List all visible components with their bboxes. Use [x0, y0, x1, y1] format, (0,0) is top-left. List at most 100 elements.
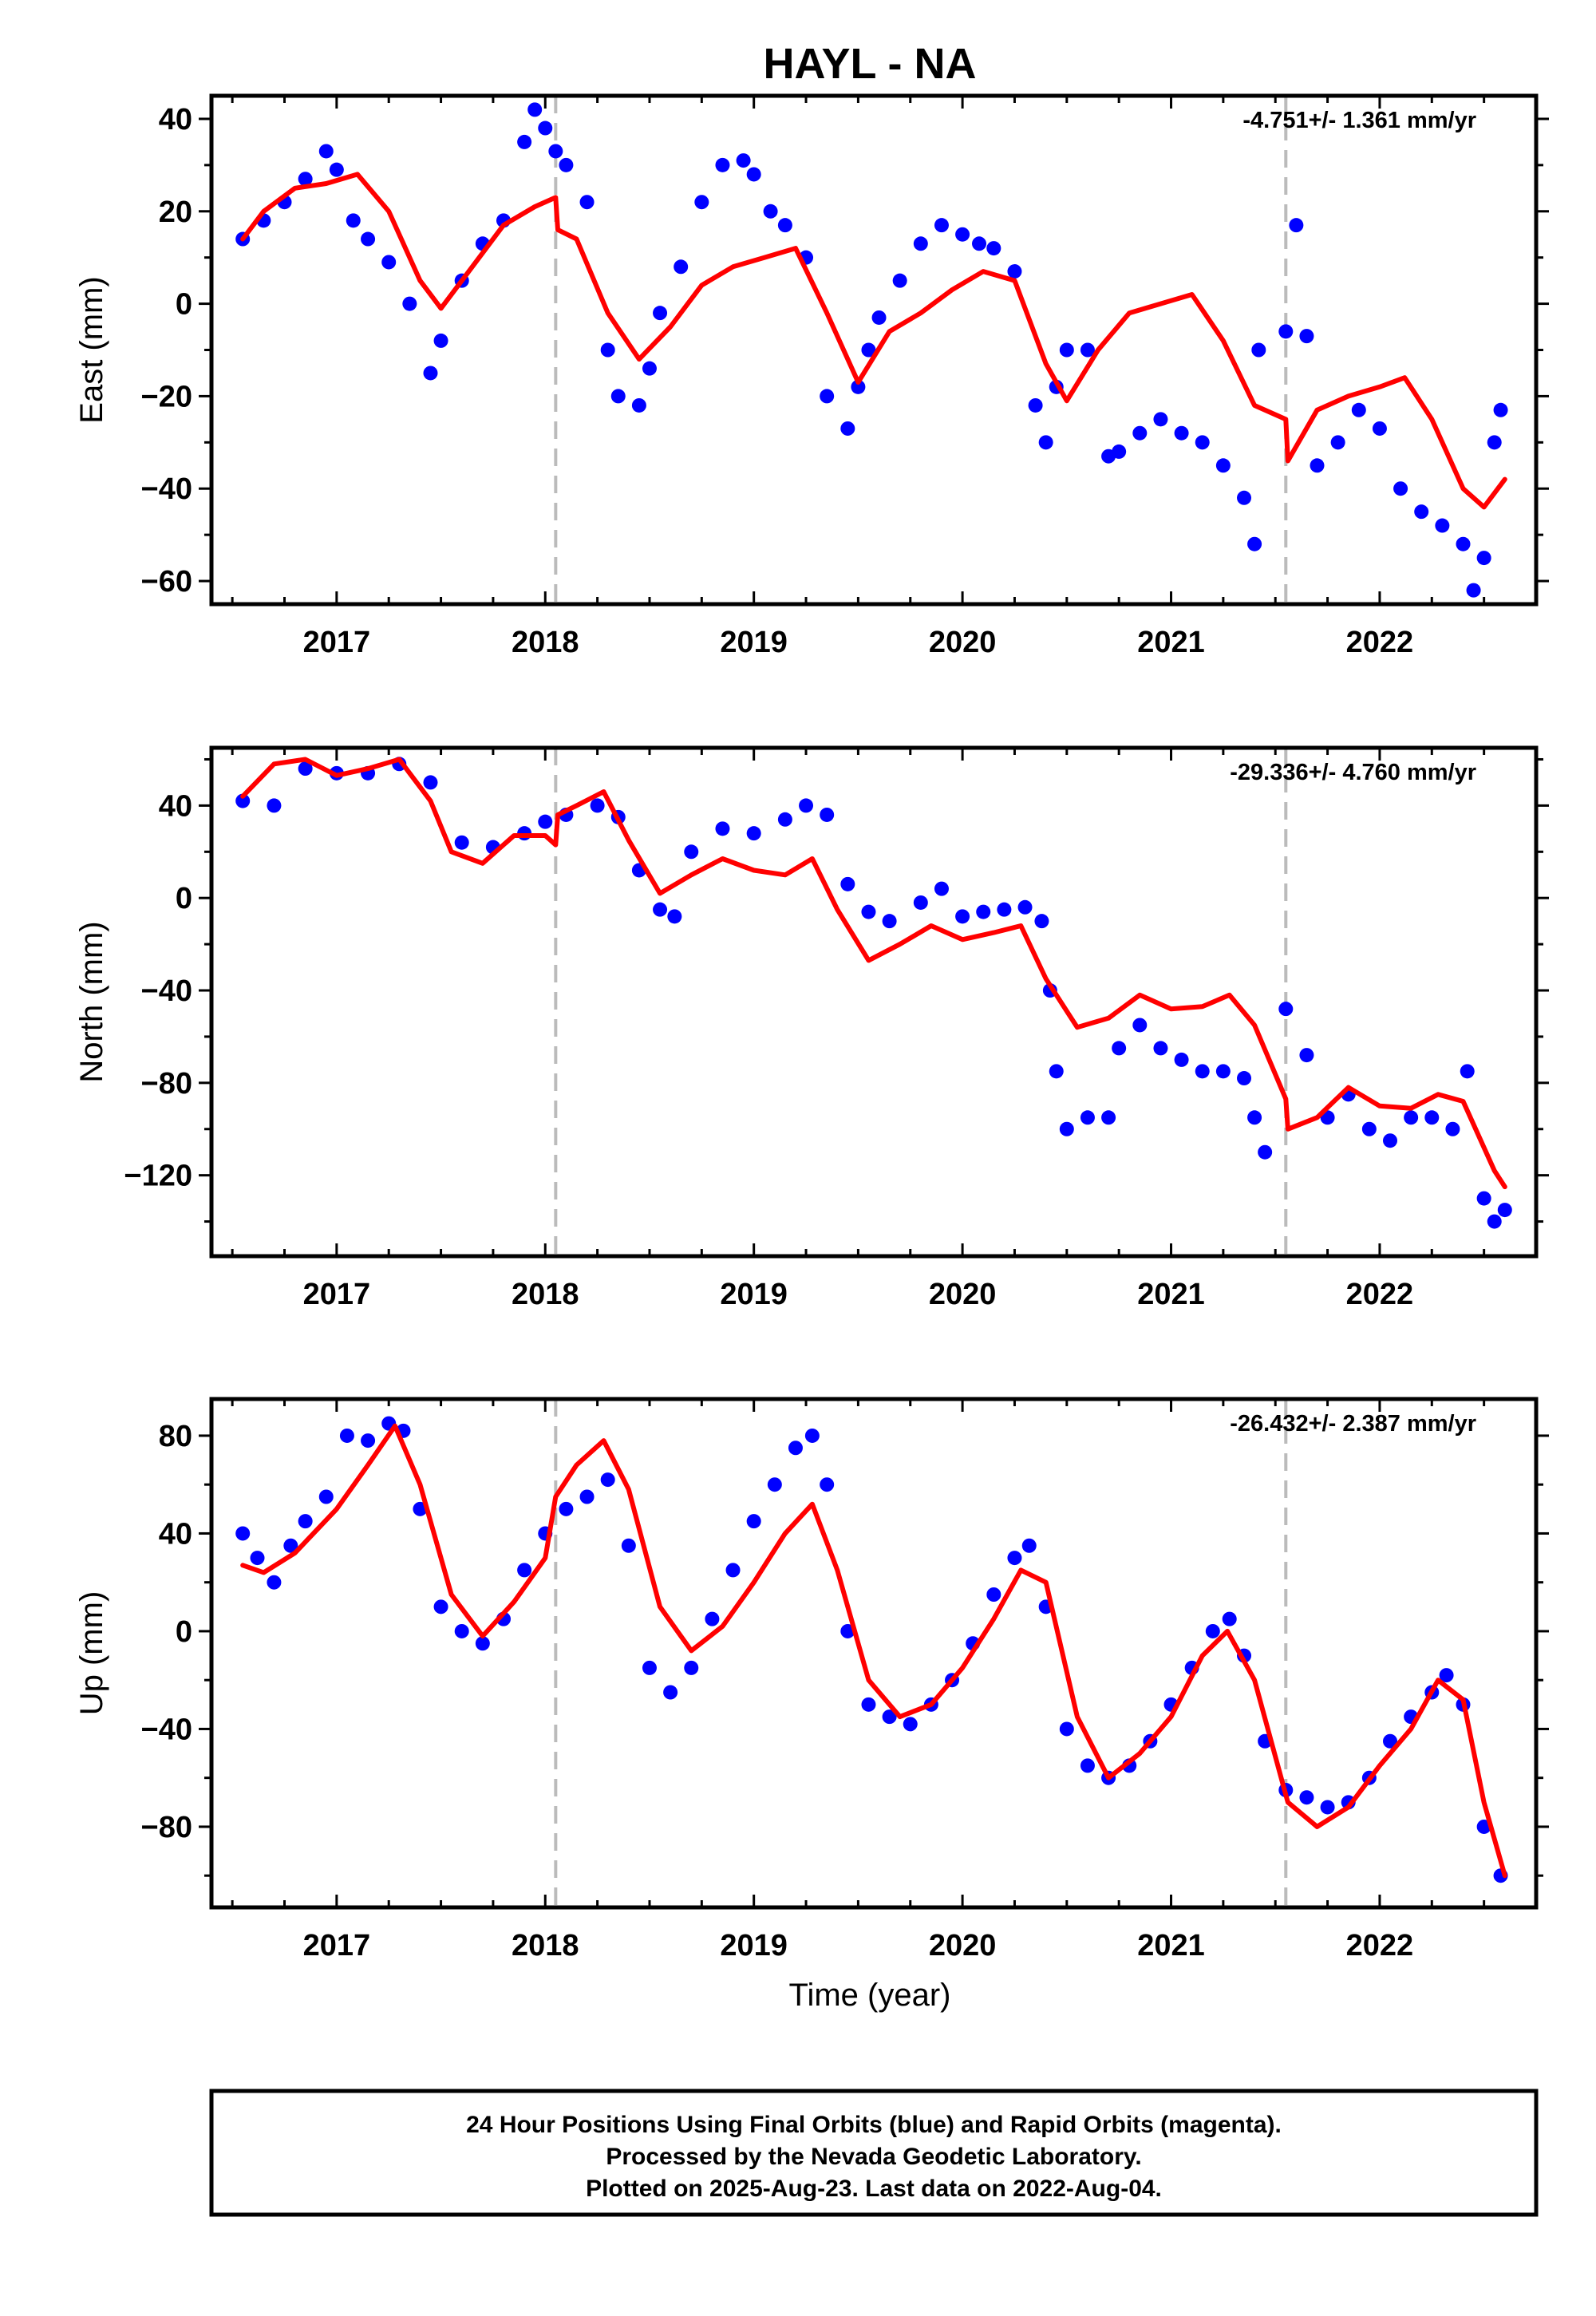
up-point	[339, 1428, 354, 1443]
up-panel: 2017 2018 2019 2020 2021 2022 −80 −40 0 40 80 Up (m…	[74, 1397, 1549, 1962]
east-point	[318, 144, 334, 159]
footer-line-2: Processed by the Nevada Geodetic Laborat…	[606, 2144, 1141, 2170]
east-point	[1174, 425, 1189, 441]
up-point	[1222, 1611, 1237, 1626]
north-y-tick-label: −80	[141, 1067, 192, 1101]
up-point	[663, 1685, 678, 1700]
east-point	[1310, 458, 1325, 473]
up-point	[882, 1709, 897, 1725]
up-point	[1320, 1800, 1335, 1815]
north-point	[1017, 899, 1033, 915]
east-point	[892, 273, 907, 288]
north-point	[667, 909, 682, 924]
north-model-line	[240, 757, 1507, 1190]
east-y-tick-label: −60	[141, 565, 192, 599]
north-point	[1080, 1110, 1095, 1125]
up-y-tick-label: 40	[159, 1517, 192, 1551]
up-point	[1059, 1721, 1074, 1737]
east-point	[746, 167, 761, 182]
east-point	[517, 134, 532, 149]
north-point	[1153, 1041, 1168, 1056]
north-point	[1237, 1071, 1252, 1086]
north-y-tick-label: 0	[176, 882, 192, 915]
east-point	[1456, 536, 1471, 551]
north-point	[653, 902, 668, 917]
up-point	[746, 1514, 761, 1529]
north-point	[538, 814, 553, 829]
footer-line-1: 24 Hour Positions Using Final Orbits (bl…	[466, 2112, 1282, 2138]
up-point	[621, 1538, 636, 1553]
up-plot-frame	[209, 1397, 1539, 1910]
up-point	[283, 1538, 298, 1553]
east-point	[1007, 264, 1022, 279]
east-point	[972, 236, 987, 251]
north-point	[861, 904, 876, 919]
east-point	[361, 231, 376, 247]
north-x-tick-label: 2022	[1346, 1278, 1414, 1311]
up-y-tick-label: 80	[159, 1420, 192, 1453]
east-x-tick-label: 2020	[929, 626, 997, 659]
north-point	[1247, 1110, 1262, 1125]
north-point	[820, 807, 835, 822]
footer-box	[209, 2089, 1539, 2217]
up-y-tick-label: −80	[141, 1811, 192, 1844]
east-point	[1028, 397, 1043, 413]
up-point	[788, 1441, 803, 1456]
east-x-tick-label: 2018	[512, 626, 579, 659]
east-y-tick-label: 0	[176, 288, 192, 322]
east-point	[346, 213, 361, 228]
up-point	[559, 1501, 574, 1516]
east-point	[548, 144, 563, 159]
up-point	[767, 1477, 782, 1492]
east-point	[1038, 435, 1053, 450]
north-point	[1034, 914, 1049, 929]
north-point	[840, 876, 855, 891]
up-y-tick-label: −40	[141, 1713, 192, 1746]
north-x-tick-label: 2018	[512, 1278, 579, 1311]
east-point	[329, 162, 344, 177]
north-point	[298, 761, 313, 777]
north-point	[1049, 1064, 1064, 1079]
east-y-axis-label: East (mm)	[74, 276, 109, 423]
north-point	[715, 821, 730, 836]
east-point	[777, 218, 792, 233]
up-point	[361, 1433, 376, 1448]
east-point	[298, 172, 313, 187]
north-point	[1112, 1041, 1127, 1056]
north-point	[1361, 1121, 1377, 1136]
east-point	[1299, 329, 1314, 344]
east-point	[1153, 412, 1168, 427]
east-point	[1215, 458, 1231, 473]
up-point	[1007, 1551, 1022, 1566]
north-y-tick-label: −120	[124, 1160, 192, 1193]
east-point	[653, 306, 668, 321]
east-point	[840, 421, 855, 436]
north-point	[997, 902, 1012, 917]
east-point	[579, 195, 595, 210]
east-x-tick-label: 2022	[1346, 626, 1414, 659]
north-point	[1278, 1002, 1294, 1017]
north-point	[777, 812, 792, 827]
north-point	[882, 914, 897, 929]
up-x-tick-label: 2017	[303, 1929, 371, 1962]
north-x-tick-label: 2019	[720, 1278, 788, 1311]
north-x-tick-label: 2020	[929, 1278, 997, 1311]
north-point	[934, 881, 949, 896]
up-point	[433, 1599, 448, 1614]
north-point	[1445, 1121, 1460, 1136]
north-point	[684, 844, 699, 860]
east-point	[642, 361, 657, 376]
up-x-tick-label: 2018	[512, 1929, 579, 1962]
north-point	[267, 798, 282, 813]
north-y-axis-label: North (mm)	[74, 921, 109, 1082]
east-point	[955, 227, 970, 242]
east-point	[1278, 324, 1294, 339]
up-point	[903, 1717, 918, 1732]
east-point	[538, 121, 553, 136]
up-point	[318, 1489, 334, 1504]
up-point	[725, 1563, 741, 1578]
north-point	[1497, 1203, 1512, 1218]
east-point	[423, 366, 438, 381]
east-point	[1466, 583, 1481, 598]
x-axis-label: Time (year)	[789, 1978, 951, 2013]
